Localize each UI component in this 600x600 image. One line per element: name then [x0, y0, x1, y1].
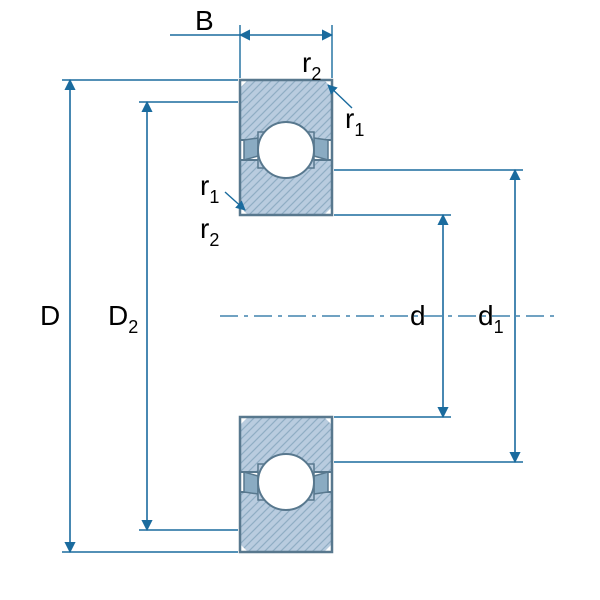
dim-r2-inner: r2: [200, 213, 219, 250]
dim-D: D: [40, 80, 238, 552]
label-B: B: [195, 5, 214, 36]
label-D: D: [40, 300, 60, 331]
dim-r1-outer: r1: [328, 85, 364, 140]
label-D2: D2: [108, 300, 138, 337]
bearing-upper: [240, 80, 332, 215]
dim-r1-inner: r1: [200, 170, 245, 210]
label-r1-outer: r1: [345, 103, 364, 140]
bearing-cross-section-diagram: B D D2 d d1 r2 r1 r1: [0, 0, 600, 600]
label-r2-inner: r2: [200, 213, 219, 250]
label-d1: d1: [478, 300, 504, 337]
label-r1-inner: r1: [200, 170, 219, 207]
label-r2-outer: r2: [302, 47, 321, 84]
dim-r2-outer: r2: [302, 47, 321, 84]
dim-D2: D2: [108, 102, 238, 530]
label-d: d: [410, 300, 426, 331]
bearing-lower: [240, 417, 332, 552]
